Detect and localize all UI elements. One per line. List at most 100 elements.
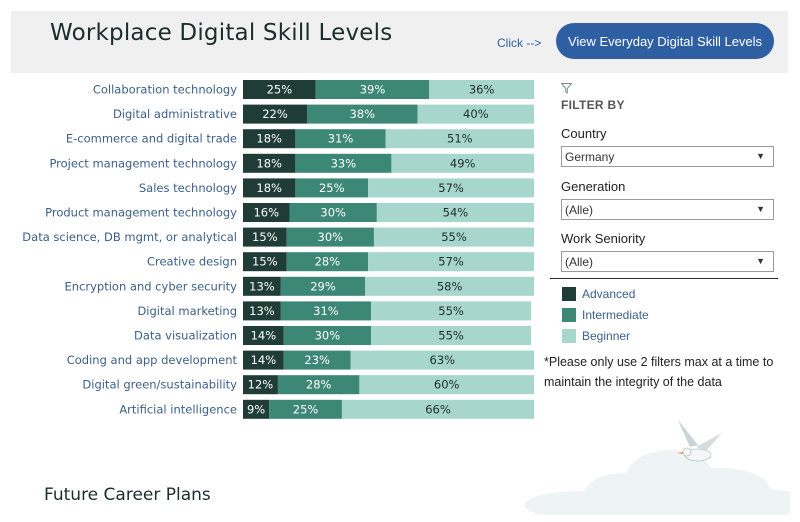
bar-value-label: 18% [256,181,282,195]
bar-beginner[interactable] [365,276,534,296]
bar-beginner[interactable] [373,227,534,247]
bar-value-label: 25% [267,83,293,97]
bar-value-label: 16% [253,206,279,220]
bar-value-label: 18% [256,132,282,146]
bar-value-label: 63% [430,353,456,367]
legend-item-beginner[interactable]: Beginner [562,328,630,344]
legend-label-beginner: Beginner [582,329,631,343]
category-label: Product management technology [45,206,237,220]
category-label: Digital administrative [113,107,237,121]
bar-intermediate[interactable] [286,252,369,272]
chevron-down-icon: ▼ [756,204,765,214]
bar-advanced[interactable] [243,178,296,198]
bar-value-label: 15% [252,230,278,244]
bar-intermediate[interactable] [307,104,418,124]
bar-intermediate[interactable] [283,350,351,370]
bar-intermediate[interactable] [280,276,366,296]
bar-advanced[interactable] [243,227,287,247]
legend-label-advanced: Advanced [582,287,636,301]
seniority-filter-select[interactable]: (Alle) ▼ [561,251,774,272]
bar-value-label: 30% [318,230,344,244]
bar-advanced[interactable] [243,350,284,370]
legend-item-intermediate[interactable]: Intermediate [562,307,649,323]
bar-value-label: 14% [251,329,277,343]
category-label: Creative design [147,255,237,269]
filter-note: *Please only use 2 filters max at a time… [544,355,774,389]
bar-beginner[interactable] [429,80,534,99]
category-label: Encryption and cyber security [65,279,238,293]
bar-value-label: 66% [425,402,451,416]
legend-swatch-advanced [562,287,576,301]
bar-value-label: 25% [293,402,319,416]
bar-intermediate[interactable] [286,227,374,247]
chevron-down-icon: ▼ [756,256,765,266]
bar-value-label: 55% [441,230,467,244]
bar-beginner[interactable] [368,252,534,272]
legend-item-advanced[interactable]: Advanced [562,286,635,302]
bar-intermediate[interactable] [295,178,369,198]
bar-beginner[interactable] [350,350,534,370]
bar-value-label: 55% [438,304,464,318]
bar-value-label: 57% [438,255,464,269]
bar-advanced[interactable] [243,153,296,173]
bar-intermediate[interactable] [295,153,392,173]
bar-value-label: 58% [437,279,463,293]
bar-beginner[interactable] [391,153,534,173]
bar-advanced[interactable] [243,375,278,395]
bar-advanced[interactable] [243,399,270,419]
bar-intermediate[interactable] [283,326,372,345]
generation-filter-value: (Alle) [565,202,594,217]
country-filter-select[interactable]: Germany ▼ [561,146,774,167]
country-filter-label: Country [561,126,607,141]
category-label: Coding and app development [67,353,238,367]
skill-levels-chart: Collaboration technology 25% 39% 36% Digital… [22,80,534,419]
bar-advanced[interactable] [243,203,290,222]
bar-intermediate[interactable] [289,203,377,222]
legend-swatch-intermediate [562,308,576,322]
bar-beginner[interactable] [417,104,534,124]
view-everyday-skills-button[interactable]: View Everyday Digital Skill Levels [556,23,774,59]
bar-intermediate[interactable] [315,80,430,99]
bar-advanced[interactable] [243,104,308,124]
bar-advanced[interactable] [243,326,284,345]
header-bar: Workplace Digital Skill Levels Click -->… [11,11,788,73]
bar-advanced[interactable] [243,276,281,296]
bar-beginner[interactable] [368,178,534,198]
bar-beginner[interactable] [371,301,532,321]
bar-beginner[interactable] [385,129,534,149]
category-label: Digital green/sustainability [82,378,237,392]
bar-value-label: 15% [252,255,278,269]
bar-value-label: 28% [306,378,332,392]
bar-advanced[interactable] [243,80,316,99]
chevron-down-icon: ▼ [756,151,765,161]
generation-filter-select[interactable]: (Alle) ▼ [561,199,774,220]
bar-advanced[interactable] [243,252,287,272]
legend-swatch-beginner [562,329,576,343]
country-filter-value: Germany [565,149,615,164]
bar-beginner[interactable] [359,375,534,395]
bar-beginner[interactable] [376,203,534,222]
cloud-bird-illustration [525,420,790,515]
bar-intermediate[interactable] [277,375,360,395]
bar-intermediate[interactable] [280,301,372,321]
seniority-filter-label: Work Seniority [561,231,646,246]
bar-advanced[interactable] [243,129,296,149]
bar-beginner[interactable] [341,399,534,419]
bar-advanced[interactable] [243,301,281,321]
bar-value-label: 14% [251,353,277,367]
bar-beginner[interactable] [371,326,532,345]
bar-value-label: 12% [248,378,274,392]
bar-value-label: 57% [438,181,464,195]
bar-value-label: 25% [319,181,345,195]
bar-value-label: 60% [434,378,460,392]
bar-value-label: 30% [320,206,346,220]
bar-value-label: 38% [350,107,376,121]
bar-value-label: 55% [438,329,464,343]
funnel-icon[interactable] [561,83,572,94]
bar-value-label: 40% [463,107,489,121]
seagull-icon [677,420,722,462]
bar-intermediate[interactable] [269,399,342,419]
bar-intermediate[interactable] [295,129,386,149]
bar-value-label: 49% [450,156,476,170]
bar-value-label: 31% [328,132,354,146]
